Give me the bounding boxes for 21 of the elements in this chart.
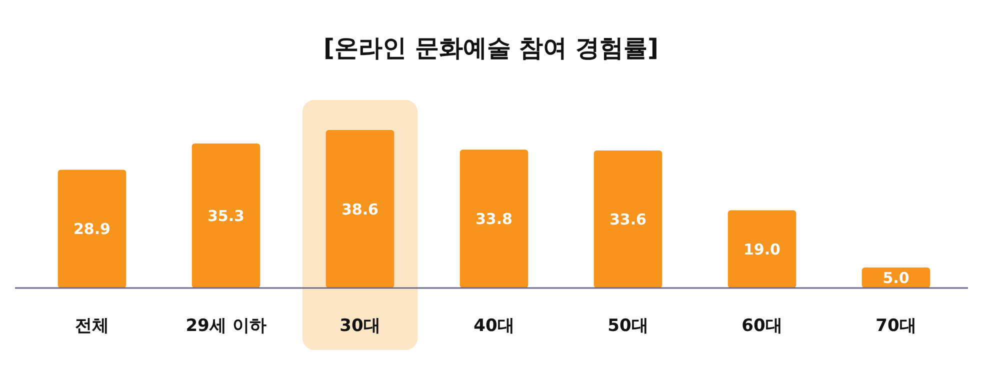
x-tick-label: 60대 [742, 316, 782, 336]
x-tick-label: 40대 [474, 316, 514, 336]
data-label: 33.6 [609, 210, 647, 228]
bar [192, 144, 260, 288]
bar [728, 210, 796, 288]
x-tick-label: 30대 [340, 316, 380, 336]
bar [326, 130, 394, 288]
bar [58, 170, 126, 288]
data-label: 35.3 [207, 207, 245, 226]
x-tick-label: 70대 [876, 316, 916, 336]
x-tick-label: 50대 [608, 316, 648, 336]
x-tick-label: 29세 이하 [186, 316, 266, 336]
data-label: 28.9 [73, 220, 111, 238]
data-label: 19.0 [743, 240, 781, 258]
bar [460, 150, 528, 288]
chart-title: [온라인 문화예술 참여 경험률] [323, 34, 659, 62]
data-label: 5.0 [882, 269, 910, 288]
data-label: 38.6 [341, 200, 379, 218]
x-tick-label: 전체 [75, 316, 109, 336]
data-label: 33.8 [475, 210, 513, 228]
bar [594, 150, 662, 288]
